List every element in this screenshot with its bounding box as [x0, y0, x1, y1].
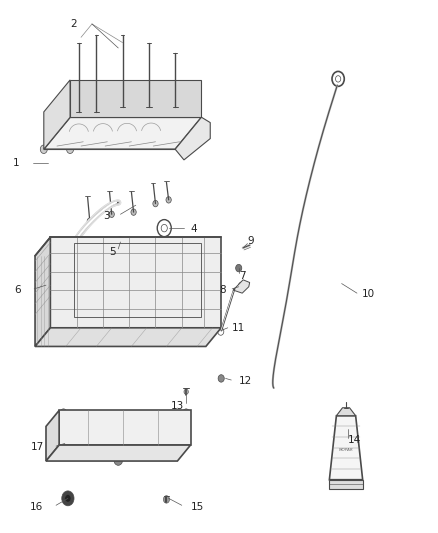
- Polygon shape: [46, 410, 59, 461]
- Circle shape: [40, 145, 47, 154]
- Text: MOPAR: MOPAR: [339, 448, 353, 453]
- Circle shape: [55, 237, 64, 248]
- Circle shape: [236, 264, 242, 272]
- Circle shape: [131, 209, 136, 215]
- Circle shape: [55, 317, 64, 328]
- Circle shape: [85, 253, 108, 280]
- Circle shape: [109, 211, 114, 217]
- Text: 10: 10: [361, 289, 374, 299]
- Polygon shape: [234, 280, 250, 293]
- Text: 11: 11: [232, 323, 245, 333]
- Circle shape: [183, 409, 190, 417]
- Circle shape: [163, 496, 170, 503]
- Circle shape: [76, 108, 82, 116]
- Circle shape: [218, 375, 224, 382]
- Circle shape: [75, 241, 117, 292]
- Circle shape: [67, 145, 74, 154]
- Circle shape: [82, 414, 106, 444]
- Circle shape: [55, 293, 68, 309]
- Polygon shape: [329, 480, 363, 489]
- Text: 9: 9: [247, 236, 254, 246]
- Circle shape: [166, 197, 171, 203]
- Circle shape: [65, 495, 71, 502]
- Polygon shape: [35, 237, 50, 346]
- Text: 13: 13: [171, 401, 184, 411]
- Circle shape: [60, 409, 67, 417]
- Circle shape: [117, 237, 123, 244]
- Circle shape: [172, 140, 179, 148]
- Circle shape: [210, 237, 219, 248]
- Circle shape: [155, 253, 178, 280]
- Circle shape: [149, 282, 184, 325]
- Circle shape: [48, 285, 74, 317]
- Text: 2: 2: [70, 19, 77, 29]
- Circle shape: [60, 438, 67, 447]
- Text: 8: 8: [219, 286, 226, 295]
- Text: 1: 1: [13, 158, 20, 167]
- Polygon shape: [35, 328, 221, 346]
- Circle shape: [184, 389, 188, 394]
- Circle shape: [120, 103, 126, 110]
- Circle shape: [183, 438, 190, 447]
- Circle shape: [153, 200, 158, 207]
- Circle shape: [59, 298, 64, 304]
- Text: 4: 4: [191, 224, 197, 234]
- Circle shape: [145, 241, 187, 292]
- Circle shape: [93, 108, 99, 116]
- Text: 16: 16: [30, 503, 43, 512]
- Text: 6: 6: [14, 286, 21, 295]
- Text: 12: 12: [239, 376, 252, 386]
- Circle shape: [145, 140, 152, 148]
- Circle shape: [157, 292, 176, 316]
- Text: 7: 7: [239, 271, 245, 281]
- Polygon shape: [44, 117, 201, 149]
- Circle shape: [172, 103, 178, 110]
- Circle shape: [87, 218, 92, 224]
- Polygon shape: [50, 237, 221, 328]
- Text: 15: 15: [191, 503, 204, 512]
- Circle shape: [210, 317, 219, 328]
- Text: 17: 17: [31, 442, 44, 451]
- Circle shape: [93, 140, 100, 148]
- Circle shape: [87, 292, 106, 316]
- Polygon shape: [59, 410, 191, 445]
- Text: 14: 14: [348, 435, 361, 445]
- Circle shape: [146, 103, 152, 110]
- Circle shape: [218, 328, 224, 335]
- Text: 3: 3: [103, 211, 110, 221]
- Circle shape: [89, 423, 99, 435]
- Text: 5: 5: [110, 247, 116, 256]
- Circle shape: [62, 491, 74, 506]
- Circle shape: [79, 282, 114, 325]
- Polygon shape: [46, 445, 191, 461]
- Circle shape: [114, 455, 123, 465]
- Polygon shape: [336, 408, 356, 416]
- Polygon shape: [70, 80, 201, 117]
- Polygon shape: [175, 117, 210, 160]
- Polygon shape: [44, 80, 70, 149]
- Polygon shape: [329, 416, 363, 480]
